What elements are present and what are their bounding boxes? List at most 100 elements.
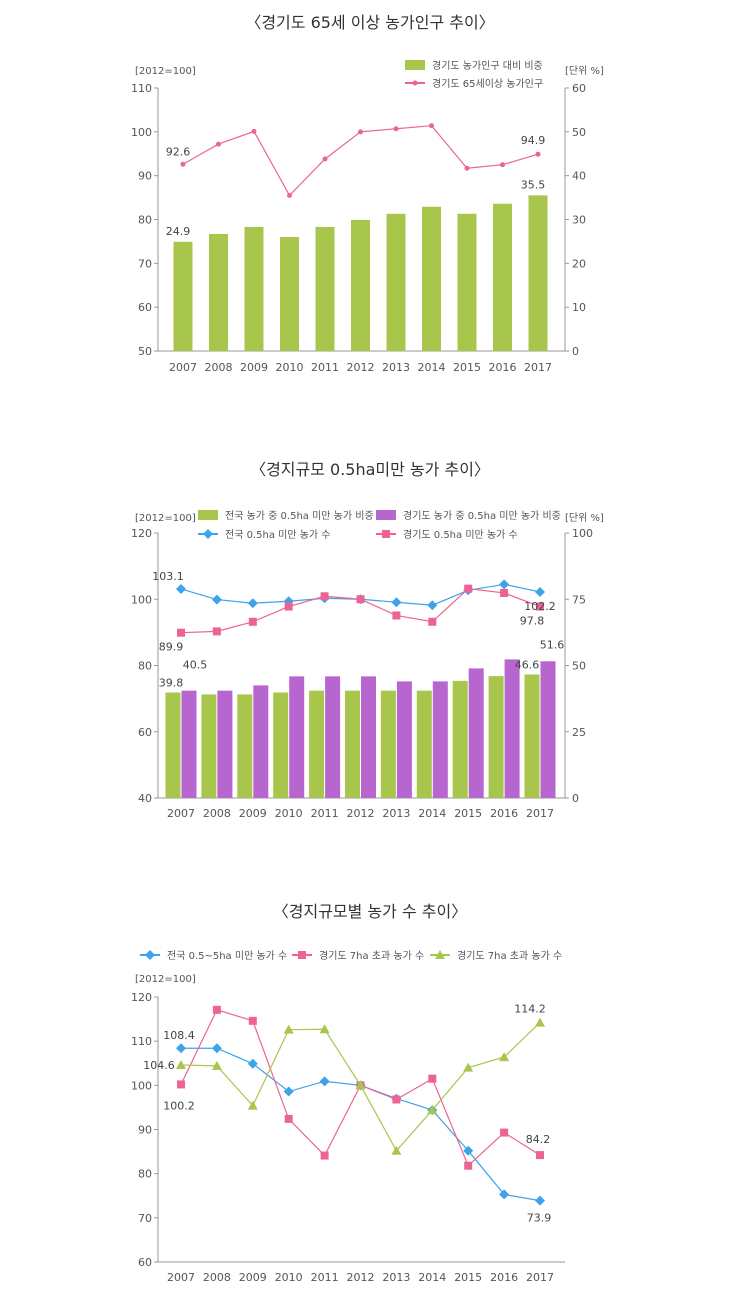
chart-2: 〈경지규모 0.5ha미만 농가 추이〉 [2012=100] [단위 %] 40 60… [131,460,604,820]
data-point [499,1189,510,1200]
data-point [211,1043,222,1054]
data-point [319,1024,330,1034]
x-tick-label: 2011 [311,807,339,820]
data-point [284,1114,293,1123]
data-point [535,586,545,597]
bar-2009 [253,685,269,798]
chart-title: 〈경지규모별 농가 수 추이〉 [273,902,467,921]
data-label: 40.5 [183,659,208,672]
bar-2011 [309,690,325,798]
legend-label: 경기도 0.5ha 미만 농가 수 [403,528,518,541]
bar-2011 [315,226,335,351]
bar-2009 [244,226,264,351]
data-label: 97.8 [520,615,545,628]
bar-2013 [380,690,396,798]
left-tick-label: 90 [138,1124,152,1137]
right-axis-label: [단위 %] [565,64,604,77]
bar-2014 [416,690,432,798]
legend-label: 전국 0.5~5ha 미만 농가 수 [167,950,287,962]
left-tick-label: 110 [131,1035,152,1048]
data-point [427,1105,438,1115]
data-point [248,1016,257,1025]
data-point [176,1060,186,1070]
data-point [203,529,213,539]
data-label: 104.6 [143,1059,175,1072]
bar-2017 [524,674,540,798]
bar-2016 [488,676,504,798]
bar-2012 [351,219,370,351]
x-tick-label: 2017 [524,361,552,374]
data-point [322,156,328,162]
line-series-4 [177,584,544,637]
legend-item: 경기도 7ha 초과 농가 수 [430,949,562,962]
x-tick-label: 2016 [490,807,518,820]
x-tick-label: 2008 [203,1271,231,1284]
data-point [216,141,221,147]
legend-item: 전국 0.5~5ha 미만 농가 수 [140,950,287,962]
bar-2007 [173,241,193,351]
data-point [535,1195,545,1206]
bar-2007 [165,692,181,798]
bar-2008 [217,690,233,798]
data-point [500,588,509,597]
data-point [284,602,293,611]
data-point [392,611,401,620]
line-series-1 [176,1043,545,1206]
data-label: 100.2 [163,1099,195,1112]
data-point [319,1076,330,1087]
line-series-3 [176,579,545,611]
data-label: 108.4 [163,1029,195,1042]
x-tick-label: 2010 [275,1271,303,1284]
x-tick-label: 2014 [418,1271,446,1284]
x-tick-label: 2009 [240,361,268,374]
legend-item: 경기도 7ha 초과 농가 수 [292,949,424,962]
x-tick-label: 2008 [203,807,231,820]
x-tick-label: 2009 [239,1271,267,1284]
data-point [393,126,399,132]
left-tick-label: 60 [138,1256,152,1269]
data-label: 73.9 [527,1212,552,1225]
x-tick-label: 2013 [382,807,410,820]
left-axis-label: [2012=100] [135,974,196,985]
bar-2010 [273,692,289,798]
data-label: 103.1 [152,570,184,583]
data-point [283,1086,294,1097]
data-point [499,1052,510,1062]
x-tick-label: 2009 [239,807,267,820]
data-point [500,1128,509,1137]
right-tick-label: 20 [572,257,586,270]
data-point [412,80,418,86]
data-point [180,161,186,167]
legend-item: 경기도 농가인구 대비 비중 [405,59,543,72]
data-point [464,584,473,593]
data-label: 94.9 [521,134,546,147]
data-point [428,1074,437,1083]
legend-item: 전국 0.5ha 미만 농가 수 [198,529,330,541]
data-point [298,951,306,959]
bar-2010 [289,676,305,798]
x-tick-label: 2012 [347,361,375,374]
left-tick-label: 100 [131,1079,152,1092]
bar-2009 [237,694,253,798]
bar-2014 [422,206,441,351]
data-label: 102.2 [524,600,556,613]
data-point [177,1080,185,1089]
data-label: 46.6 [515,659,540,672]
data-label: 51.6 [540,638,565,651]
x-tick-label: 2013 [382,1271,410,1284]
left-tick-label: 90 [138,170,152,183]
legend-label: 경기도 농가인구 대비 비중 [432,59,543,72]
bar-2012 [345,690,360,798]
legend-swatch [405,60,425,70]
data-label: 114.2 [514,1003,546,1016]
data-point [145,950,155,960]
data-point [463,1145,474,1156]
data-point [391,597,402,608]
data-point [251,128,257,134]
data-label: 92.6 [166,145,191,158]
data-point [356,595,365,604]
left-tick-label: 100 [131,593,152,606]
data-point [427,600,438,611]
data-point [464,165,470,171]
